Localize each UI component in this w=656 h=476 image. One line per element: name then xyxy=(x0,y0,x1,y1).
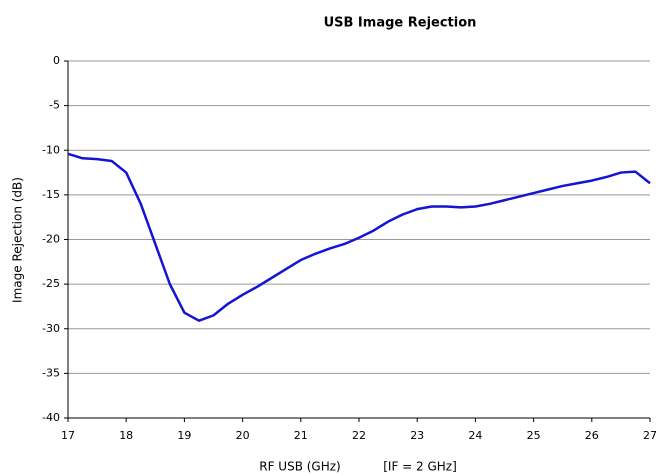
y-tick-label: -15 xyxy=(42,188,60,201)
chart-title: USB Image Rejection xyxy=(324,16,477,31)
y-tick-label: -25 xyxy=(42,277,60,290)
y-tick-label: -35 xyxy=(42,366,60,379)
y-tick-label: 0 xyxy=(53,54,60,67)
y-tick-label: -10 xyxy=(42,143,60,156)
x-tick-label: 23 xyxy=(410,429,424,442)
x-tick-label: 25 xyxy=(527,429,541,442)
annotation: [IF = 2 GHz] xyxy=(383,460,457,474)
x-tick-label: 17 xyxy=(61,429,75,442)
x-tick-label: 22 xyxy=(352,429,366,442)
x-tick-label: 26 xyxy=(585,429,599,442)
y-tick-label: -40 xyxy=(42,411,60,424)
y-tick-label: -20 xyxy=(42,233,60,246)
x-tick-label: 19 xyxy=(177,429,191,442)
x-axis-label: RF USB (GHz) xyxy=(259,460,341,474)
x-tick-label: 24 xyxy=(468,429,482,442)
y-tick-label: -30 xyxy=(42,322,60,335)
y-tick-label: -5 xyxy=(49,99,60,112)
data-line xyxy=(67,152,651,322)
x-tick-label: 20 xyxy=(236,429,250,442)
x-tick-label: 21 xyxy=(294,429,308,442)
y-axis-label: Image Rejection (dB) xyxy=(11,177,25,303)
x-tick-label: 27 xyxy=(643,429,656,442)
x-tick-label: 18 xyxy=(119,429,133,442)
